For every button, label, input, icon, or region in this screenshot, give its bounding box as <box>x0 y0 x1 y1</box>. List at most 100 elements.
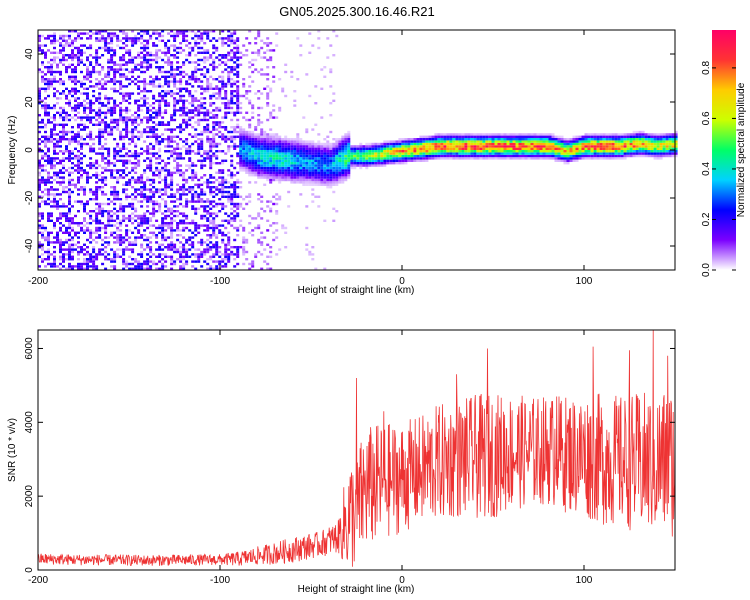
spectrogram-cell <box>425 154 429 158</box>
spectrogram-cell <box>77 104 80 107</box>
spectrogram-cell <box>311 128 315 131</box>
spectrogram-cell <box>254 157 258 160</box>
spectrogram-cell <box>410 152 414 155</box>
spectrogram-cell <box>533 138 537 141</box>
spectrogram-cell <box>329 114 333 117</box>
spectrogram-cell <box>338 150 342 153</box>
spectrogram-cell <box>83 186 86 189</box>
spectrogram-cell <box>53 258 56 261</box>
spectrogram-cell <box>251 133 255 136</box>
spectrogram-cell <box>104 157 108 160</box>
spectrogram-cell <box>56 66 59 69</box>
spectrogram-cell <box>254 92 258 95</box>
spectrogram-cell <box>113 193 117 196</box>
spectrogram-cell <box>38 205 41 208</box>
spectrogram-cell <box>131 267 135 270</box>
spectrogram-cell <box>488 154 492 158</box>
spectrogram-cell <box>86 164 89 167</box>
spectrogram-cell <box>65 118 68 122</box>
spectrogram-cell <box>128 92 132 95</box>
spectrogram-cell <box>47 37 50 40</box>
spectrogram-cell <box>191 99 195 102</box>
spectrogram-cell <box>362 147 366 150</box>
spectrogram-cell <box>326 176 330 179</box>
spectrogram-cell <box>110 214 114 218</box>
spectrogram-cell <box>305 226 309 230</box>
spectrogram-cell <box>179 128 183 131</box>
spectrogram-cell <box>530 135 534 138</box>
spectrogram-cell <box>92 174 96 177</box>
spectrogram-cell <box>548 142 552 146</box>
spectrogram-cell <box>140 195 144 198</box>
spectrogram-cell <box>317 205 321 208</box>
spectrogram-cell <box>101 212 105 215</box>
spectrogram-cell <box>113 147 117 150</box>
spectrogram-cell <box>59 241 62 244</box>
spectrogram-cell <box>53 123 56 126</box>
spectrogram-cell <box>104 123 108 126</box>
spectrogram-cell <box>113 164 117 167</box>
spectrogram-cell <box>272 150 276 153</box>
spectrogram-cell <box>107 159 111 162</box>
spectrogram-cell <box>158 109 162 112</box>
spectrogram-cell <box>242 150 246 153</box>
spectrogram-cell <box>173 150 177 153</box>
spectrogram-cell <box>140 178 144 182</box>
spectrogram-cell <box>188 166 192 170</box>
spectrogram-cell <box>92 109 96 112</box>
spectrogram-cell <box>347 154 351 158</box>
spectrogram-cell <box>62 205 65 208</box>
spectrogram-cell <box>113 250 117 254</box>
spectrogram-cell <box>206 140 210 143</box>
spectrogram-cell <box>194 260 198 263</box>
spectrogram-cell <box>296 176 300 179</box>
spectrogram-cell <box>512 145 516 148</box>
spectrogram-cell <box>167 222 171 225</box>
spectrogram-cell <box>191 162 195 165</box>
spectrogram-cell <box>119 169 123 172</box>
spectrogram-cell <box>44 140 47 143</box>
spectrogram-cell <box>68 253 71 256</box>
spectrogram-cell <box>416 140 420 143</box>
spectrogram-cell <box>125 106 129 110</box>
spectrogram-cell <box>470 145 474 148</box>
spectrogram-cell <box>215 78 219 81</box>
spectrogram-cell <box>383 150 387 153</box>
spectrogram-cell <box>110 200 114 203</box>
spectrogram-cell <box>173 166 177 170</box>
spectrogram-cell <box>275 140 279 143</box>
spectrogram-cell <box>161 229 165 232</box>
spectrogram-cell <box>71 226 74 230</box>
spectrogram-cell <box>236 39 240 42</box>
spectrogram-cell <box>518 133 522 136</box>
spectrogram-cell <box>212 186 216 189</box>
spectrogram-cell <box>59 159 62 162</box>
spectrogram-cell <box>140 176 144 179</box>
spectrogram-cell <box>479 140 483 143</box>
spectrogram-cell <box>227 214 231 218</box>
spectrogram-cell <box>278 176 282 179</box>
spectrogram-cell <box>359 147 363 150</box>
spectrogram-cell <box>122 94 126 98</box>
spectrogram-cell <box>167 135 171 138</box>
spectrogram-cell <box>146 166 150 170</box>
spectrogram-cell <box>401 138 405 141</box>
spectrogram-cell <box>119 202 123 206</box>
spectrogram-cell <box>203 51 207 54</box>
spectrogram-cell <box>128 54 132 57</box>
spectrogram-cell <box>140 214 144 218</box>
spectrogram-cell <box>452 157 456 160</box>
spectrogram-cell <box>44 152 47 155</box>
spectrogram-cell <box>221 80 225 83</box>
spectrogram-cell <box>173 109 177 112</box>
spectrogram-cell <box>416 154 420 158</box>
spectrogram-cell <box>71 250 74 254</box>
spectrogram-cell <box>122 241 126 244</box>
spectrogram-cell <box>170 212 174 215</box>
spectrogram-cell <box>290 154 294 158</box>
spectrogram-cell <box>104 193 108 196</box>
spectrogram-cell <box>143 44 147 47</box>
spectrogram-cell <box>65 94 68 98</box>
spectrogram-cell <box>260 154 264 158</box>
spectrogram-cell <box>344 133 348 136</box>
